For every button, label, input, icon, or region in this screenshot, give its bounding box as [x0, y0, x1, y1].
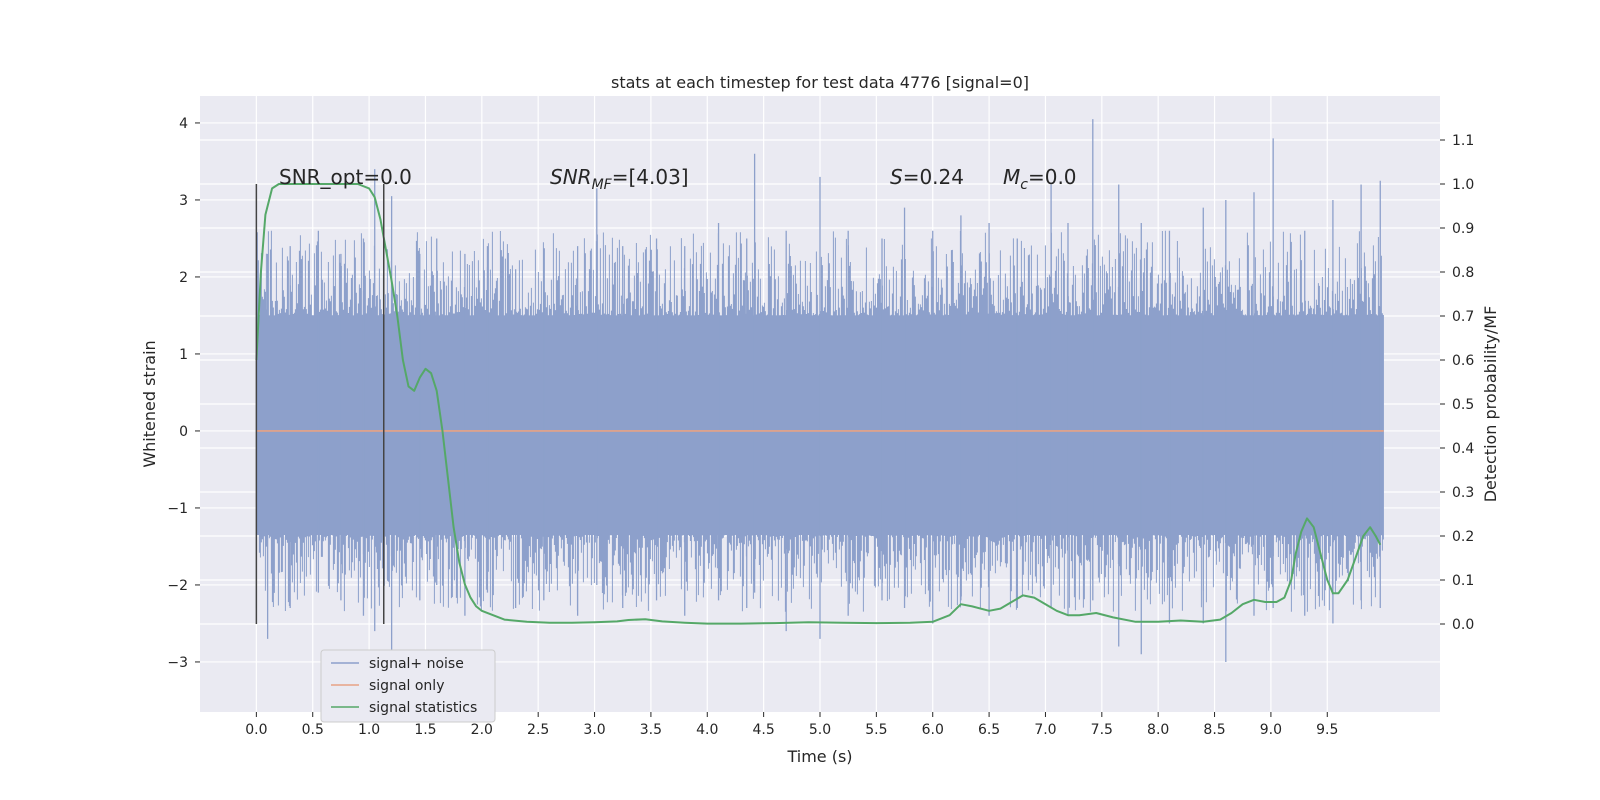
y-right-tick-label: 0.7 [1452, 309, 1474, 325]
x-tick-label: 0.5 [302, 722, 324, 738]
y-right-axis-label: Detection probability/MF [1481, 306, 1500, 503]
vertical-markers [255, 184, 385, 624]
axis-ticks: 0.0 0.5 1.0 1.5 2.0 2.5 3.0 3.5 4.0 4.5 5.0 5.5 6.0 6… [167, 116, 1474, 738]
y-tick-label: 3 [179, 193, 188, 209]
y-right-tick-label: 0.3 [1452, 485, 1474, 501]
y-axis-label: Whitened strain [140, 340, 159, 467]
noise-series [255, 119, 1384, 662]
y-right-tick-label: 0.8 [1452, 265, 1474, 281]
y-right-tick-label: 0.0 [1452, 617, 1474, 633]
y-right-tick-label: 1.1 [1452, 133, 1474, 149]
x-tick-label: 1.5 [414, 722, 436, 738]
snr-mf-symbol: SNR [550, 165, 592, 189]
x-axis-label: Time (s) [786, 747, 852, 766]
legend-label-signal: signal only [369, 678, 444, 694]
y-tick-label: 0 [179, 424, 188, 440]
x-tick-label: 7.5 [1091, 722, 1113, 738]
x-tick-label: 3.0 [583, 722, 605, 738]
x-tick-label: 1.0 [358, 722, 380, 738]
x-tick-label: 9.5 [1316, 722, 1338, 738]
x-tick-label: 8.0 [1147, 722, 1169, 738]
y-right-tick-label: 0.9 [1452, 221, 1474, 237]
s-value: =0.24 [903, 165, 964, 189]
annotation-snr-mf: SNRMF=[4.03] [550, 165, 689, 193]
legend-label-statistics: signal statistics [369, 700, 477, 716]
chart-title: stats at each timestep for test data 477… [611, 73, 1029, 92]
x-tick-label: 8.5 [1203, 722, 1225, 738]
x-tick-label: 6.0 [922, 722, 944, 738]
legend-box [320, 649, 496, 723]
mc-subscript: c [1020, 177, 1028, 193]
x-tick-label: 6.5 [978, 722, 1000, 738]
x-tick-label: 5.5 [865, 722, 887, 738]
annotation-s: S=0.24 [890, 165, 964, 189]
y-tick-label: −3 [167, 655, 188, 671]
legend: signal+ noise signal only signal statist… [320, 649, 496, 723]
y-tick-label: 4 [179, 116, 188, 132]
annotation-mc: Mc=0.0 [1003, 165, 1077, 193]
x-tick-label: 4.5 [753, 722, 775, 738]
s-symbol: S [890, 165, 903, 189]
legend-label-noise: signal+ noise [369, 656, 464, 672]
x-tick-label: 2.5 [527, 722, 549, 738]
x-tick-label: 9.0 [1260, 722, 1282, 738]
mc-symbol: M [1003, 165, 1020, 189]
x-tick-label: 0.0 [245, 722, 267, 738]
line-series [255, 183, 1384, 625]
signal-statistics-line [255, 183, 1382, 625]
y-right-tick-label: 0.5 [1452, 397, 1474, 413]
x-tick-label: 7.0 [1034, 722, 1056, 738]
y-tick-label: 1 [179, 347, 188, 363]
y-right-tick-label: 0.1 [1452, 573, 1474, 589]
y-tick-label: 2 [179, 270, 188, 286]
x-tick-label: 4.0 [696, 722, 718, 738]
annotation-snr-opt: SNR_opt=0.0 [279, 165, 412, 189]
y-tick-label: −1 [167, 501, 188, 517]
y-right-tick-label: 0.6 [1452, 353, 1474, 369]
x-tick-label: 2.0 [471, 722, 493, 738]
x-tick-label: 3.5 [640, 722, 662, 738]
snr-mf-value: =[4.03] [612, 165, 689, 189]
y-right-tick-label: 0.4 [1452, 441, 1474, 457]
y-right-tick-label: 1.0 [1452, 177, 1474, 193]
snr-mf-subscript: MF [592, 177, 613, 193]
y-tick-label: −2 [167, 578, 188, 594]
x-tick-label: 5.0 [809, 722, 831, 738]
y-right-tick-label: 0.2 [1452, 529, 1474, 545]
mc-value: =0.0 [1028, 165, 1077, 189]
